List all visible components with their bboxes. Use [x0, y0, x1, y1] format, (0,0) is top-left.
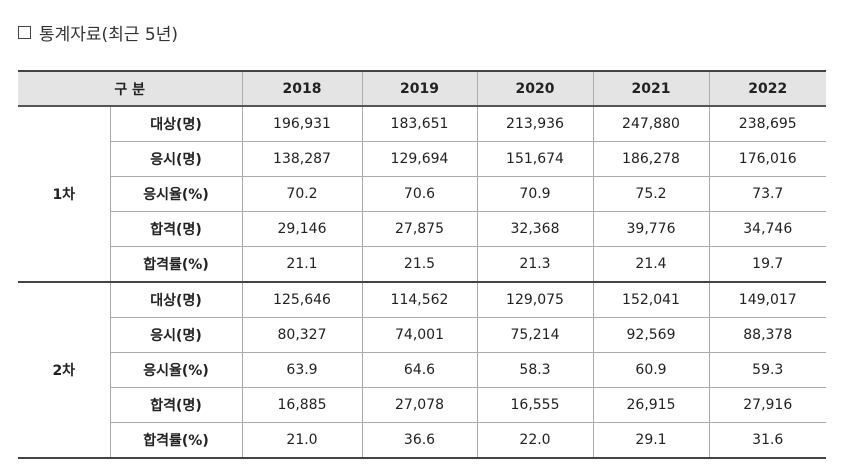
table-cell: 22.0 [476, 422, 594, 459]
table-header-row: 구 분 2018 2019 2020 2021 2022 [18, 70, 826, 107]
table-cell: 32,368 [476, 211, 594, 247]
table-cell: 36.6 [361, 422, 478, 459]
table-cell: 247,880 [592, 105, 710, 142]
table-cell: 59.3 [708, 352, 826, 388]
table-row: 응시율(%) 70.2 70.6 70.9 75.2 73.7 [18, 176, 826, 212]
table-cell: 16,555 [476, 387, 594, 423]
group-label: 2차 [18, 281, 111, 459]
table-cell: 152,041 [592, 281, 710, 318]
table-cell: 34,746 [708, 211, 826, 247]
table-cell: 129,075 [476, 281, 594, 318]
table-cell: 21.4 [592, 246, 710, 283]
table-cell: 75,214 [476, 317, 594, 353]
row-label: 응시율(%) [110, 176, 243, 212]
table-cell: 39,776 [592, 211, 710, 247]
table-cell: 16,885 [241, 387, 363, 423]
table-cell: 63.9 [241, 352, 363, 388]
table-cell: 60.9 [592, 352, 710, 388]
row-label: 합격률(%) [110, 246, 243, 283]
table-row: 응시(명) 138,287 129,694 151,674 186,278 176,016 [18, 141, 826, 177]
row-label: 대상(명) [109, 281, 243, 318]
checkbox-square-icon [18, 26, 31, 39]
table-cell: 114,562 [361, 281, 478, 318]
table-row: 1차 대상(명) 196,931 183,651 213,936 247,880 238,6… [18, 105, 826, 283]
table-cell: 151,674 [476, 141, 594, 177]
table-cell: 21.1 [241, 246, 363, 283]
row-label: 합격(명) [110, 387, 243, 423]
table-cell: 29,146 [241, 211, 363, 247]
table-cell: 58.3 [476, 352, 594, 388]
table-row: 응시(명) 80,327 74,001 75,214 92,569 88,378 [18, 317, 826, 353]
table-cell: 21.5 [361, 246, 478, 283]
table-cell: 138,287 [241, 141, 363, 177]
section-heading-text: 통계자료(최근 5년) [39, 25, 178, 45]
table-cell: 92,569 [592, 317, 710, 353]
table-cell: 27,875 [361, 211, 478, 247]
table-cell: 149,017 [708, 281, 826, 318]
table-cell: 27,078 [361, 387, 478, 423]
table-row: 합격률(%) 21.1 21.5 21.3 21.4 19.7 [18, 246, 826, 283]
table-cell: 70.2 [241, 176, 363, 212]
table-cell: 21.3 [476, 246, 594, 283]
table-cell: 27,916 [708, 387, 826, 423]
table-cell: 70.6 [361, 176, 478, 212]
table-row: 합격(명) 29,146 27,875 32,368 39,776 34,746 [18, 211, 826, 247]
table-cell: 70.9 [476, 176, 594, 212]
table-cell: 73.7 [708, 176, 826, 212]
table-cell: 64.6 [361, 352, 478, 388]
year-header: 2019 [361, 70, 478, 107]
table-cell: 186,278 [592, 141, 710, 177]
table-row: 합격(명) 16,885 27,078 16,555 26,915 27,916 [18, 387, 826, 423]
category-header: 구 분 [18, 70, 243, 107]
table-body: 1차 대상(명) 196,931 183,651 213,936 247,880 238,6… [18, 105, 826, 459]
table-cell: 183,651 [361, 105, 478, 142]
table-cell: 75.2 [592, 176, 710, 212]
year-header: 2020 [476, 70, 594, 107]
table-cell: 125,646 [241, 281, 363, 318]
table-cell: 213,936 [476, 105, 594, 142]
year-header: 2018 [241, 70, 363, 107]
table-row: 2차 대상(명) 125,646 114,562 129,075 152,041 149,0… [18, 281, 826, 459]
table-cell: 129,694 [361, 141, 478, 177]
table-cell: 29.1 [592, 422, 710, 459]
table-cell: 80,327 [241, 317, 363, 353]
row-label: 합격(명) [110, 211, 243, 247]
row-label: 응시(명) [110, 317, 243, 353]
statistics-table: 구 분 2018 2019 2020 2021 2022 1차 대상(명) 196,… [18, 70, 826, 459]
table-cell: 176,016 [708, 141, 826, 177]
row-label: 합격률(%) [110, 422, 243, 459]
table-cell: 21.0 [241, 422, 363, 459]
year-header: 2022 [708, 70, 826, 107]
row-label: 응시율(%) [110, 352, 243, 388]
table-cell: 26,915 [592, 387, 710, 423]
year-header: 2021 [592, 70, 710, 107]
table-cell: 238,695 [708, 105, 826, 142]
table-cell: 19.7 [708, 246, 826, 283]
row-label: 응시(명) [110, 141, 243, 177]
row-label: 대상(명) [109, 105, 243, 142]
table-row: 응시율(%) 63.9 64.6 58.3 60.9 59.3 [18, 352, 826, 388]
section-heading: 통계자료(최근 5년) [18, 20, 178, 45]
table-cell: 74,001 [361, 317, 478, 353]
table-cell: 88,378 [708, 317, 826, 353]
table-cell: 196,931 [241, 105, 363, 142]
table-cell: 31.6 [708, 422, 826, 459]
group-label: 1차 [18, 105, 111, 283]
table-row: 합격률(%) 21.0 36.6 22.0 29.1 31.6 [18, 422, 826, 459]
